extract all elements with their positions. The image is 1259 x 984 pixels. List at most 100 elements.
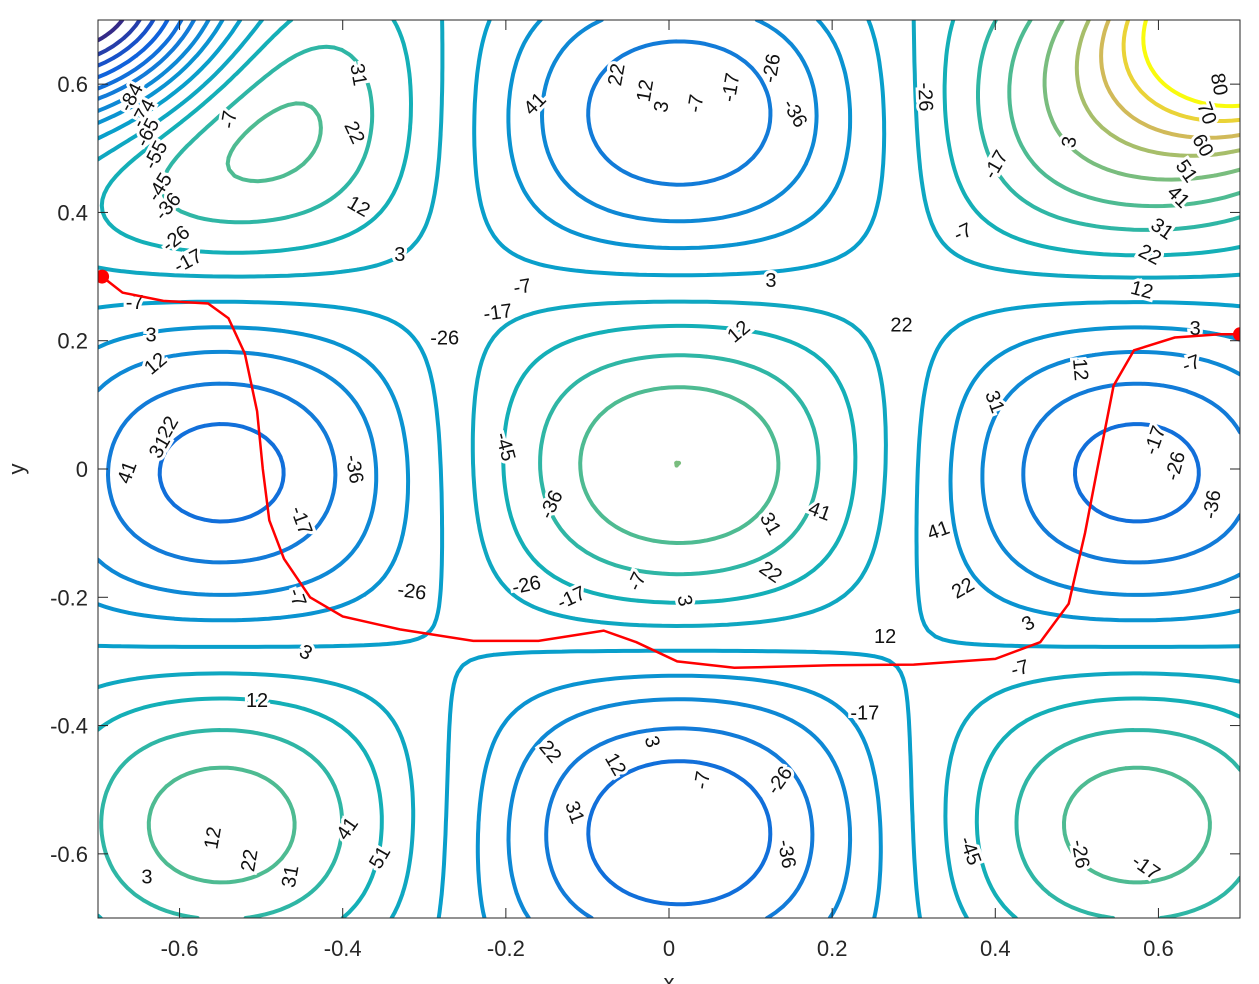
plot-frame — [97, 19, 1241, 919]
y-tick-label: 0.2 — [57, 329, 88, 354]
x-tick-label: -0.4 — [324, 936, 362, 961]
contour-label: 41 — [113, 458, 141, 486]
contour-label: 51 — [1171, 156, 1202, 187]
contour-label: 31 — [980, 388, 1008, 416]
contour-level — [98, 20, 1240, 918]
contour-level — [98, 20, 170, 80]
y-tick-label: 0 — [76, 457, 88, 482]
contour-label: -26 — [396, 579, 428, 605]
contour-level — [1074, 20, 1240, 158]
contour-label: 41 — [805, 497, 833, 525]
contour-label: 3 — [650, 99, 674, 114]
contour-level — [1121, 20, 1240, 123]
contour-level — [99, 20, 1240, 918]
contour-label: -36 — [1199, 488, 1226, 520]
contour-label: -7 — [217, 109, 242, 130]
contour-label: -26 — [1067, 838, 1094, 870]
contour-label: 12 — [723, 316, 754, 347]
axis-ticks: -0.6 -0.4 -0.2 0 0.2 0.4 0.6 -0.6 -0.4 -0.2 0 0.2 0.… — [50, 20, 1240, 961]
contour-label: -7 — [950, 219, 975, 246]
contour-lines — [98, 20, 1240, 918]
contour-label: -17 — [979, 147, 1013, 183]
contour-label: 12 — [1068, 358, 1092, 382]
x-tick-label: 0.2 — [817, 936, 848, 961]
end-marker — [1233, 327, 1240, 342]
contour-level — [98, 20, 1240, 918]
contour-label: -17 — [850, 703, 879, 725]
contour-label: 12 — [874, 626, 896, 648]
contour-label: 41 — [924, 517, 952, 545]
contour-label: 12 — [246, 690, 268, 712]
contour-label: -17 — [482, 300, 514, 326]
contour-label: 12 — [140, 348, 171, 379]
contour-level — [98, 20, 1240, 918]
contour-label: -36 — [536, 487, 568, 522]
contour-label: -36 — [341, 453, 368, 485]
x-tick-label: 0.4 — [980, 936, 1011, 961]
red-path — [98, 269, 1240, 670]
contour-level — [98, 20, 1240, 918]
start-marker — [98, 269, 110, 284]
contour-label: 3 — [673, 593, 697, 608]
x-tick-label: -0.2 — [487, 936, 525, 961]
contour-label: 12 — [343, 192, 373, 222]
contour-label: -7 — [684, 93, 709, 114]
contour-label: -26 — [763, 763, 798, 799]
contour-level — [1141, 20, 1240, 109]
contour-label: 31 — [345, 62, 371, 88]
contour-label: 3 — [1018, 612, 1039, 637]
contour-label: 22 — [755, 557, 786, 588]
contour-label: -36 — [773, 838, 800, 870]
y-tick-label: -0.6 — [50, 842, 88, 867]
contour-label: -26 — [510, 572, 543, 600]
contour-level — [98, 20, 156, 68]
contour-level — [98, 20, 1240, 918]
contour-level — [98, 20, 125, 43]
contour-label: 22 — [604, 62, 630, 88]
contour-label: 80 — [1206, 71, 1232, 97]
contour-label: 41 — [332, 813, 363, 844]
contour-label: -26 — [759, 52, 786, 84]
contour-label: 3 — [394, 244, 405, 266]
contour-level — [146, 20, 1240, 885]
contour-label: 22 — [1135, 240, 1165, 270]
contour-level — [98, 20, 1240, 918]
contour-label: 3 — [295, 640, 316, 665]
contour-level — [98, 20, 1201, 907]
contour-label: 12 — [200, 825, 226, 851]
contour-label: 3 — [141, 866, 152, 888]
contour-label: 3 — [145, 324, 156, 346]
contour-label: 22 — [890, 315, 912, 337]
y-tick-label: -0.2 — [50, 585, 88, 610]
contour-label: -26 — [1161, 449, 1190, 483]
contour-label: 3 — [765, 270, 776, 292]
contour-label: 12 — [633, 78, 659, 104]
contour-label: 31 — [278, 864, 304, 890]
contour-label: -45 — [491, 430, 520, 464]
contour-label: 31 — [560, 798, 588, 826]
contour-label: -7 — [1179, 351, 1203, 378]
contour-label: -7 — [512, 275, 533, 300]
contour-level — [1099, 20, 1240, 140]
contour-label: 22 — [339, 118, 368, 147]
contour-label: 31 — [1147, 214, 1178, 245]
contour-label: 22 — [237, 848, 263, 874]
contour-label: -17 — [718, 71, 745, 103]
contour-label: -36 — [778, 95, 812, 131]
contour-label: 3 — [640, 734, 664, 750]
contour-label: 41 — [1162, 181, 1193, 212]
path-line — [101, 275, 1240, 670]
contour-label: -17 — [554, 582, 589, 614]
y-tick-label: -0.4 — [50, 714, 88, 739]
contour-label: -7 — [690, 770, 715, 791]
x-tick-label: 0.6 — [1143, 936, 1174, 961]
y-tick-label: 0.4 — [57, 200, 88, 225]
x-tick-label: 0 — [663, 936, 675, 961]
contour-label: -7 — [1009, 656, 1032, 682]
contour-label: -26 — [913, 82, 936, 112]
contour-level — [98, 20, 142, 57]
y-axis-label: y — [4, 464, 29, 475]
x-axis-label: x — [664, 970, 675, 984]
x-tick-label: -0.6 — [161, 936, 199, 961]
